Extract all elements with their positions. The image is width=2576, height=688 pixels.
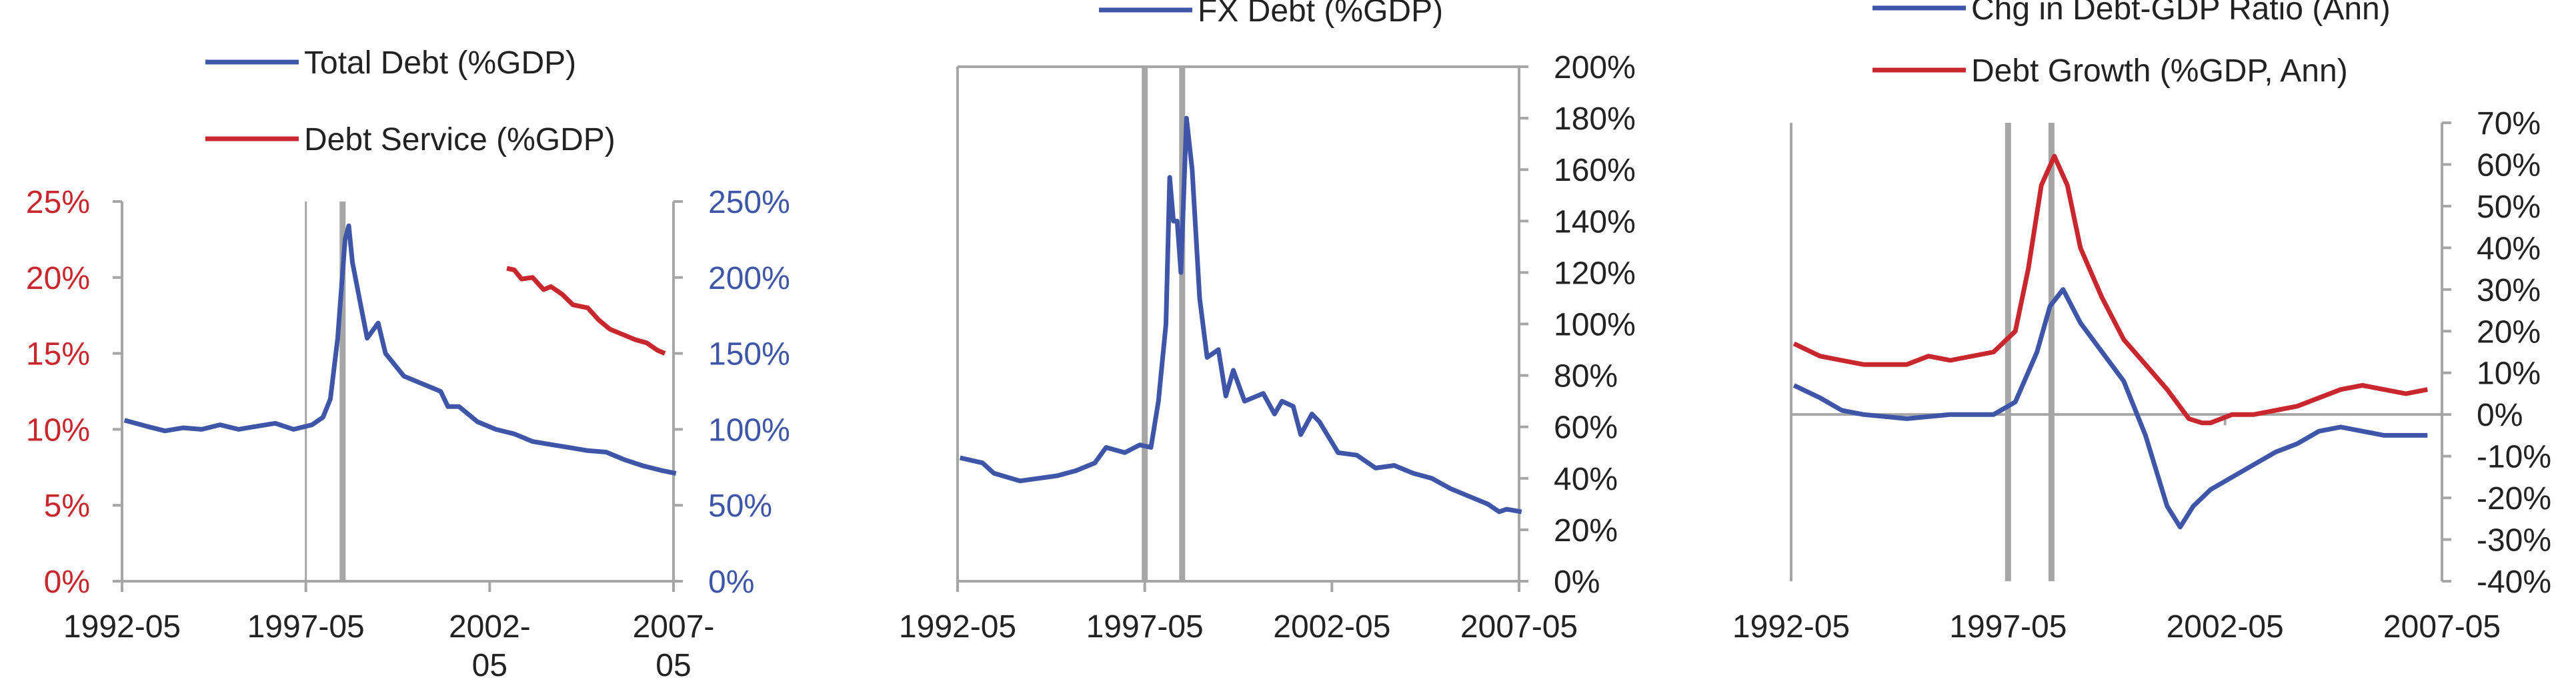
y-right-tick-label: 160% — [1554, 153, 1636, 188]
y-right-tick-label: 50% — [708, 488, 772, 524]
y-right-tick-label: 10% — [2477, 356, 2541, 392]
legend-label: Chg in Debt-GDP Ratio (Ann) — [1971, 0, 2391, 27]
y-right-tick-label: -30% — [2477, 523, 2551, 559]
y-right-tick-label: 200% — [1554, 50, 1636, 85]
y-right-tick-label: 150% — [708, 337, 790, 372]
y-left-tick-label: 25% — [26, 185, 90, 220]
y-left-tick-label: 10% — [26, 412, 90, 448]
y-right-tick-label: 140% — [1554, 204, 1636, 240]
series-line-2 — [506, 266, 666, 356]
y-right-tick-label: 0% — [708, 565, 754, 600]
x-tick-label: 1992-05 — [1732, 609, 1850, 645]
x-tick-label: 1992-05 — [63, 609, 181, 645]
legend-label: FX Debt (%GDP) — [1198, 0, 1443, 29]
x-tick-label: 2002-05 — [449, 609, 531, 683]
legend-label: Debt Service (%GDP) — [304, 122, 615, 157]
x-tick-label: 1997-05 — [1949, 609, 2067, 645]
x-tick-label: 2002-05 — [2167, 609, 2284, 645]
y-left-tick-label: 15% — [26, 337, 90, 372]
chart-panel-3: 1992-05 1997-05 2002-05 2007-05 -40% -30% -20%… — [1732, 0, 2551, 645]
legend-label: Total Debt (%GDP) — [304, 45, 576, 81]
y-right-tick-label: 180% — [1554, 101, 1636, 137]
y-right-tick-label: 60% — [1554, 410, 1618, 446]
x-tick-label: 1997-05 — [1086, 609, 1204, 645]
x-tick-label: 1992-05 — [899, 609, 1016, 645]
y-right-tick-label: -20% — [2477, 481, 2551, 517]
y-right-tick-label: 200% — [708, 261, 790, 296]
series-line-1 — [1792, 287, 2428, 530]
chart-panel-1: 1992-05 1997-05 2002-05 2007-05 0% 50% 100% 150… — [26, 45, 790, 683]
y-right-tick-label: -10% — [2477, 440, 2551, 475]
x-tick-label: 2007-05 — [633, 609, 715, 683]
y-right-tick-label: 70% — [2477, 106, 2541, 141]
y-right-tick-label: -40% — [2477, 565, 2551, 600]
y-left-tick-label: 20% — [26, 261, 90, 296]
x-tick-label: 1997-05 — [247, 609, 365, 645]
x-tick-label: 2002-05 — [1273, 609, 1390, 645]
x-tick-label: 2007-05 — [2383, 609, 2501, 645]
y-right-tick-label: 100% — [708, 412, 790, 448]
y-right-tick-label: 250% — [708, 185, 790, 220]
y-right-tick-label: 0% — [1554, 565, 1600, 600]
series-line-1 — [123, 223, 677, 476]
y-left-tick-label: 5% — [44, 488, 90, 524]
y-left-tick-label: 0% — [44, 565, 90, 600]
y-right-tick-label: 0% — [2477, 398, 2523, 433]
y-right-tick-label: 60% — [2477, 147, 2541, 183]
y-right-tick-label: 50% — [2477, 190, 2541, 225]
y-right-tick-label: 120% — [1554, 256, 1636, 291]
y-right-tick-label: 100% — [1554, 308, 1636, 343]
series-line-1 — [959, 115, 1522, 514]
y-right-tick-label: 20% — [2477, 314, 2541, 350]
y-right-tick-label: 40% — [1554, 462, 1618, 497]
x-tick-label: 2007-05 — [1460, 609, 1578, 645]
y-right-tick-label: 30% — [2477, 273, 2541, 308]
y-right-tick-label: 40% — [2477, 231, 2541, 266]
chart-panel-2: 1992-05 1997-05 2002-05 2007-05 0% 20% 40% 60% 8… — [899, 0, 1636, 645]
y-right-tick-label: 80% — [1554, 359, 1618, 394]
series-line-2 — [1792, 153, 2428, 426]
legend-label: Debt Growth (%GDP, Ann) — [1971, 53, 2348, 89]
y-right-tick-label: 20% — [1554, 513, 1618, 549]
